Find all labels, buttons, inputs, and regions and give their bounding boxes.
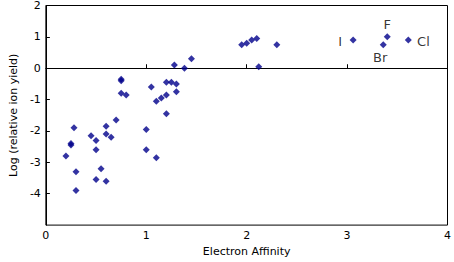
svg-text:-2: -2 — [30, 124, 41, 137]
svg-text:0: 0 — [34, 62, 41, 75]
svg-text:2: 2 — [243, 229, 250, 242]
svg-text:I: I — [338, 34, 342, 49]
svg-text:Electron Affinity: Electron Affinity — [203, 245, 291, 258]
svg-text:F: F — [384, 17, 391, 32]
svg-text:-4: -4 — [30, 187, 41, 200]
svg-text:4: 4 — [444, 229, 451, 242]
svg-text:1: 1 — [143, 229, 150, 242]
svg-text:3: 3 — [344, 229, 351, 242]
svg-text:Log (relative ion yield): Log (relative ion yield) — [7, 54, 20, 177]
svg-text:-1: -1 — [30, 93, 41, 106]
svg-text:Br: Br — [373, 50, 388, 65]
svg-text:0: 0 — [42, 229, 49, 242]
svg-text:Cl: Cl — [417, 34, 430, 49]
svg-text:-3: -3 — [30, 156, 41, 169]
svg-text:1: 1 — [34, 30, 41, 43]
svg-text:2: 2 — [34, 0, 41, 12]
